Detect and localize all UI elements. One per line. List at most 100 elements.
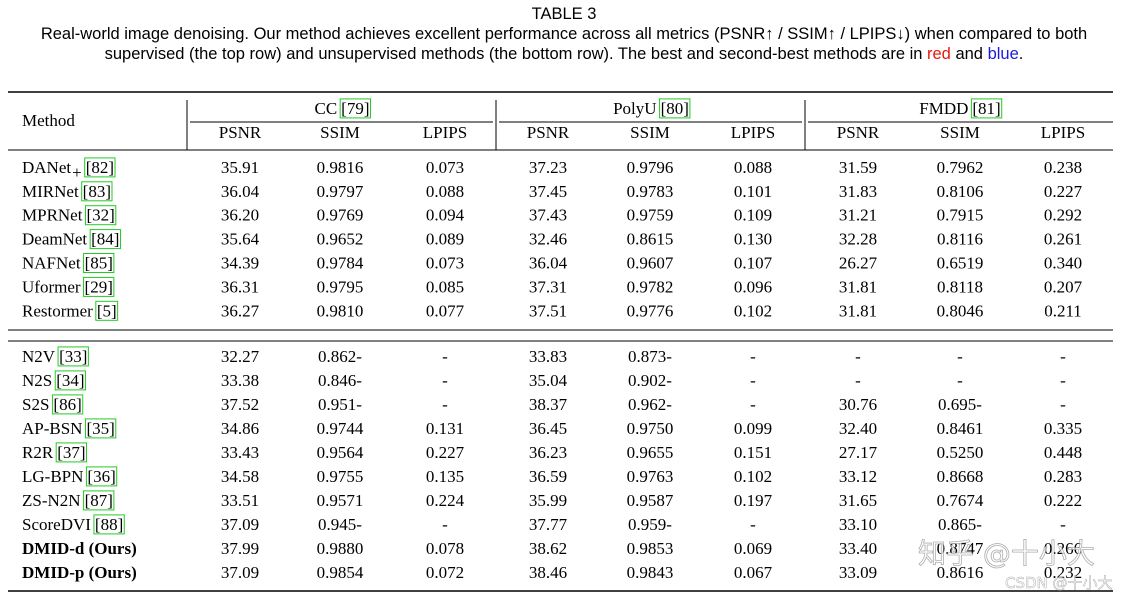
method-ref: [88] (95, 515, 123, 534)
table-cell: - (750, 515, 756, 534)
watermark: 知乎 @十小大 (918, 537, 1095, 570)
table-cell: 36.31 (221, 277, 259, 296)
method-name: NAFNet (22, 254, 81, 273)
caption-line: supervised (the top row) and unsupervise… (105, 45, 1024, 63)
table-cell: 0.109 (734, 206, 772, 225)
table-cell: 35.04 (529, 371, 568, 390)
method-header: Method (22, 111, 75, 130)
table-cell: 0.5250 (937, 443, 984, 462)
table-cell: 0.340 (1044, 254, 1082, 273)
table-cell: 36.04 (221, 182, 260, 201)
table-cell: 0.8046 (937, 301, 984, 320)
table-cell: 37.52 (221, 395, 259, 414)
method-name: DeamNet (22, 230, 87, 249)
table-cell: 37.09 (221, 563, 259, 582)
table-cell: 26.27 (839, 254, 878, 273)
table-cell: 0.088 (734, 158, 772, 177)
citation-box (84, 205, 117, 226)
method-name: ZS-N2N (22, 491, 81, 510)
citation-box (83, 276, 115, 297)
table-cell: 33.10 (839, 515, 877, 534)
dataset-ref: [80] (661, 99, 689, 118)
table-cell: 0.7915 (937, 206, 984, 225)
table-cell: 0.9652 (317, 230, 364, 249)
table-cell: - (1060, 371, 1066, 390)
citation-box (970, 98, 1003, 119)
method-ref: [87] (85, 491, 113, 510)
table-cell: 27.17 (839, 443, 878, 462)
method-ref: [84] (91, 230, 119, 249)
citation-box (85, 466, 118, 487)
dataset-ref: [79] (341, 99, 369, 118)
table-cell: 34.39 (221, 254, 259, 273)
table-cell: 30.76 (839, 395, 877, 414)
method-ref: [85] (85, 254, 113, 273)
table-cell: 0.7962 (937, 158, 984, 177)
table-cell: 0.9769 (317, 206, 364, 225)
metric-header: PSNR (527, 123, 570, 142)
table-cell: 33.51 (221, 491, 259, 510)
method-name: AP-BSN (22, 419, 82, 438)
method-ref: [33] (59, 347, 87, 366)
table-cell: 0.135 (426, 467, 464, 486)
method-name: Restormer (22, 301, 93, 320)
table-cell: 0.227 (1044, 182, 1083, 201)
method-name: S2S (22, 395, 49, 414)
table-cell: 0.151 (734, 443, 772, 462)
citation-box (659, 98, 691, 119)
table-cell: 37.45 (529, 182, 567, 201)
table-cell: 31.81 (839, 301, 877, 320)
metric-header: SSIM (940, 123, 980, 142)
table-cell: 33.12 (839, 467, 877, 486)
table-cell: 0.9854 (317, 563, 364, 582)
method-ref: [83] (83, 182, 111, 201)
table-cell: 0.073 (426, 254, 464, 273)
method-ref: [32] (86, 206, 114, 225)
table-cell: 36.23 (529, 443, 567, 462)
citation-box (54, 370, 87, 391)
table-cell: 37.51 (529, 301, 567, 320)
metric-header: SSIM (630, 123, 670, 142)
table-cell: 32.46 (529, 230, 567, 249)
table-cell: 0.9797 (317, 182, 364, 201)
table-cell: - (957, 371, 963, 390)
table-cell: 34.58 (221, 467, 259, 486)
method-ref: [82] (86, 158, 114, 177)
method-ref: [34] (56, 371, 84, 390)
metric-header: PSNR (837, 123, 880, 142)
table-cell: - (442, 371, 448, 390)
table-cell: 0.9564 (317, 443, 364, 462)
table-cell: 0.078 (426, 539, 464, 558)
table-cell: 0.962- (628, 395, 672, 414)
table-cell: 0.197 (734, 491, 773, 510)
table-cell: 0.9744 (317, 419, 364, 438)
table-cell: 0.9810 (317, 301, 364, 320)
table-cell: - (750, 395, 756, 414)
table-cell: 0.283 (1044, 467, 1082, 486)
table-cell: 31.59 (839, 158, 877, 177)
table-cell: 0.072 (426, 563, 464, 582)
table-cell: 0.951- (318, 395, 362, 414)
table-cell: 0.8461 (937, 419, 984, 438)
table-cell: 33.83 (529, 347, 567, 366)
metric-header: LPIPS (731, 123, 775, 142)
table-cell: - (1060, 515, 1066, 534)
method-ref: [29] (85, 277, 113, 296)
citation-box (83, 253, 115, 274)
table-cell: 0.224 (426, 491, 465, 510)
table-cell: 0.238 (1044, 158, 1082, 177)
table-cell: 0.9763 (627, 467, 674, 486)
table-cell: - (855, 371, 861, 390)
table-cell: 38.46 (529, 563, 567, 582)
table-cell: 0.959- (628, 515, 672, 534)
citation-box (83, 490, 115, 511)
method-name: DMID-d (Ours) (22, 539, 137, 558)
table-cell: 0.9607 (627, 254, 674, 273)
table-cell: 36.59 (529, 467, 567, 486)
table-cell: 0.266 (1044, 539, 1082, 558)
table-cell: 0.945- (318, 515, 362, 534)
metric-header: LPIPS (423, 123, 467, 142)
table-cell: 0.846- (318, 371, 362, 390)
table-cell: 37.77 (529, 515, 568, 534)
method-name: N2S (22, 371, 52, 390)
